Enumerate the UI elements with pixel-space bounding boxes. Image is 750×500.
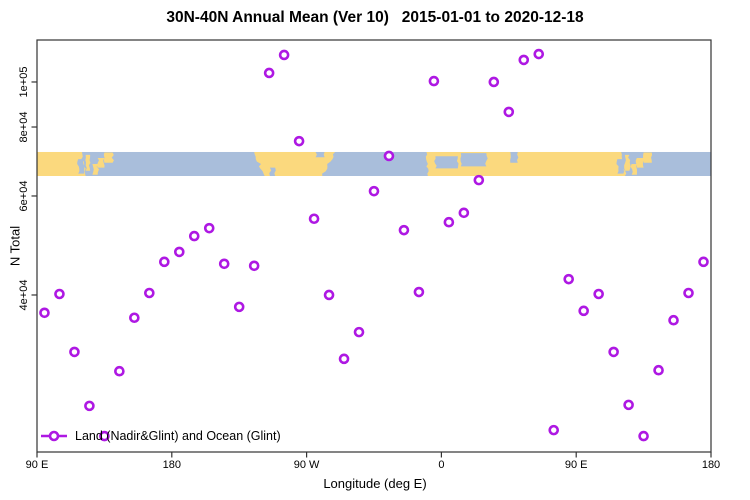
map-island-shape xyxy=(630,163,637,175)
data-point xyxy=(668,314,679,326)
data-point xyxy=(623,399,634,411)
data-point xyxy=(99,430,110,442)
data-point xyxy=(518,54,530,66)
data-point xyxy=(608,346,619,358)
data-point xyxy=(188,230,200,242)
data-point xyxy=(248,260,260,272)
data-point xyxy=(488,76,500,88)
map-island-shape xyxy=(85,154,91,171)
map-island-shape xyxy=(96,157,105,168)
data-point xyxy=(233,301,245,313)
data-point xyxy=(593,288,604,300)
map-island-shape xyxy=(103,152,114,163)
data-point xyxy=(323,289,335,301)
data-point xyxy=(698,256,709,268)
data-point xyxy=(144,287,155,299)
data-point xyxy=(278,49,290,61)
y-axis-title: N Total xyxy=(7,225,23,267)
x-tick-label: 180 xyxy=(162,459,181,471)
map-island-shape xyxy=(635,157,645,168)
data-point xyxy=(54,288,65,300)
data-point xyxy=(473,174,485,186)
y-tick-label: 1e+05 xyxy=(18,66,30,98)
x-tick-label: 90 W xyxy=(293,459,320,471)
map-island-shape xyxy=(642,152,653,163)
data-point xyxy=(578,305,589,317)
map-land-shape xyxy=(37,151,86,177)
y-tick-label: 8e+04 xyxy=(18,111,30,143)
data-point xyxy=(383,150,395,162)
map-sea-shape xyxy=(434,156,459,169)
data-point xyxy=(638,430,649,442)
data-point xyxy=(218,258,230,270)
x-tick-label: 90 E xyxy=(564,459,588,471)
map-island-shape xyxy=(92,163,100,175)
data-point xyxy=(263,67,275,79)
data-point xyxy=(458,207,470,219)
map-sea-shape xyxy=(616,159,625,174)
data-point xyxy=(203,222,215,234)
x-tick-label: 0 xyxy=(438,459,445,471)
data-point xyxy=(39,307,50,319)
map-sea-shape xyxy=(269,167,276,177)
data-point xyxy=(129,312,140,324)
map-sea-shape xyxy=(460,153,488,167)
legend-point-marker xyxy=(48,430,60,442)
data-point xyxy=(653,364,664,376)
data-point xyxy=(563,273,575,285)
x-axis-title: Longitude (deg E) xyxy=(323,476,427,491)
data-point xyxy=(398,224,410,236)
y-tick-label: 6e+04 xyxy=(18,180,30,212)
x-tick-label: 180 xyxy=(701,459,721,471)
data-point xyxy=(548,424,560,436)
data-point xyxy=(533,48,545,60)
x-tick-label: 90 E xyxy=(25,459,49,471)
data-point xyxy=(443,216,455,228)
map-sea-shape xyxy=(315,151,325,158)
data-point xyxy=(413,286,425,298)
data-point xyxy=(114,365,125,377)
data-point xyxy=(428,75,440,87)
legend-label: Land (Nadir&Glint) and Ocean (Glint) xyxy=(75,429,281,443)
data-point xyxy=(368,185,380,197)
data-point xyxy=(84,400,95,412)
y-tick-label: 4e+04 xyxy=(18,279,30,311)
data-point xyxy=(503,106,515,118)
map-island-shape xyxy=(624,154,631,171)
data-point xyxy=(338,353,350,365)
data-point xyxy=(159,256,170,268)
data-point xyxy=(173,246,185,258)
map-sea-shape xyxy=(77,159,85,174)
data-point xyxy=(293,135,305,147)
data-point xyxy=(683,287,694,299)
data-point xyxy=(69,346,80,358)
plot-border xyxy=(36,39,712,453)
chart-title: 30N-40N Annual Mean (Ver 10) 2015-01-01 … xyxy=(166,9,584,26)
data-point xyxy=(308,213,320,225)
data-point xyxy=(353,326,365,338)
map-sea-shape xyxy=(510,151,519,163)
